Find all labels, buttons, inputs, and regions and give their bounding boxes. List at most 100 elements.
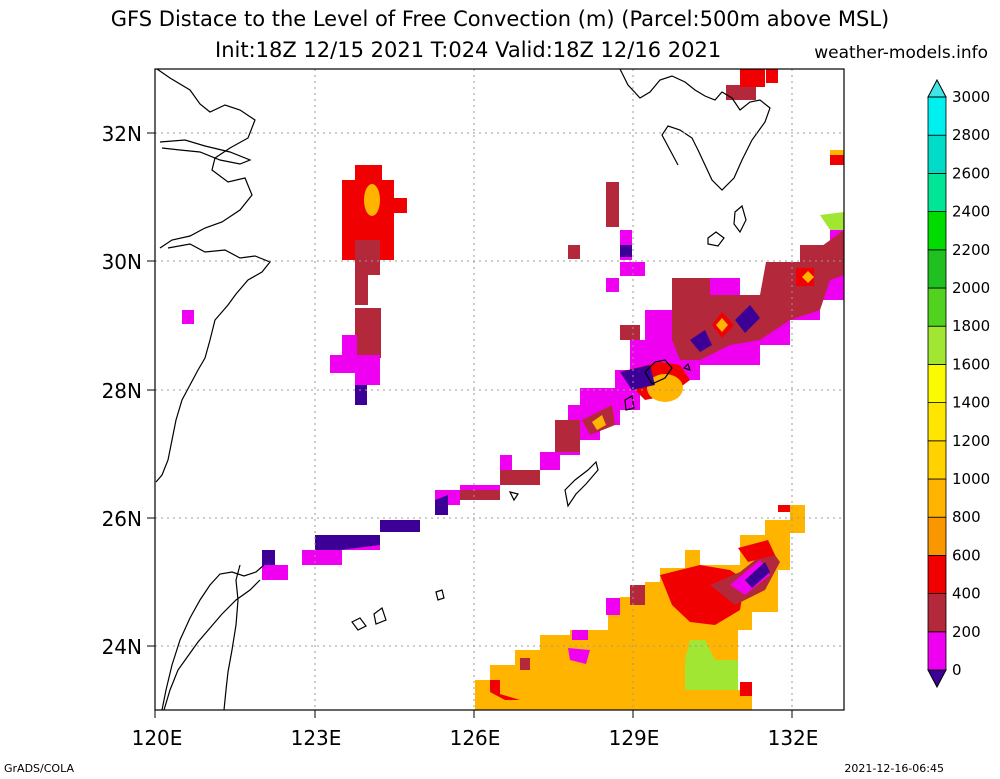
field-patch xyxy=(182,310,194,324)
field-patch xyxy=(740,69,765,87)
coast-kyushu xyxy=(619,69,771,191)
grid xyxy=(155,69,844,710)
field-patch xyxy=(606,598,620,615)
colorbar-segment xyxy=(927,593,947,633)
colorbar-segment xyxy=(927,555,947,595)
colorbar-segment xyxy=(927,211,947,251)
field-patch xyxy=(630,585,645,605)
coast-island xyxy=(733,204,747,234)
field-patch xyxy=(355,373,380,385)
colorbar-segment xyxy=(927,402,947,442)
colorbar-label: 1200 xyxy=(952,432,990,450)
field-patch xyxy=(500,470,540,485)
coast-island xyxy=(508,491,519,502)
field-patch xyxy=(380,520,420,532)
coast-island xyxy=(373,607,387,625)
y-tick-32n: 32N xyxy=(102,122,142,146)
coast-taiwan-east xyxy=(223,564,241,710)
footer-timestamp: 2021-12-16-06:45 xyxy=(844,762,944,775)
field-patch xyxy=(490,680,520,700)
colorbar-segment xyxy=(927,96,947,136)
colorbar-segment xyxy=(927,631,947,671)
colorbar-segment xyxy=(927,516,947,556)
axis-ticks xyxy=(147,132,793,718)
field-patch xyxy=(342,335,357,360)
field-patch xyxy=(315,535,380,550)
coast-china-north xyxy=(156,69,256,249)
field-patch xyxy=(745,562,770,588)
field-patch xyxy=(820,212,844,230)
field-patch xyxy=(592,415,606,430)
field-patch xyxy=(685,640,738,690)
field-patch xyxy=(802,271,814,283)
field-patch xyxy=(460,490,500,500)
colorbar-segment xyxy=(927,363,947,403)
chart-title: GFS Distace to the Level of Free Convect… xyxy=(110,7,890,31)
colorbar-label: 800 xyxy=(952,508,981,526)
field-patch xyxy=(716,318,728,332)
field-patch xyxy=(355,385,367,405)
field-patch xyxy=(740,682,752,696)
colorbar-segment xyxy=(927,172,947,212)
chart-subtitle: Init:18Z 12/15 2021 T:024 Valid:18Z 12/1… xyxy=(215,38,722,62)
coast-taiwan-west xyxy=(161,564,265,710)
field-patch xyxy=(500,455,512,470)
field-patch xyxy=(475,505,805,710)
field-patch xyxy=(572,630,588,640)
x-tick-126e: 126E xyxy=(450,726,501,750)
x-tick-120e: 120E xyxy=(132,726,183,750)
field-patch xyxy=(435,495,448,515)
colorbar-label: 2800 xyxy=(952,126,990,144)
x-tick-129e: 129E xyxy=(609,726,660,750)
field-patch xyxy=(520,658,530,670)
field-patch xyxy=(606,278,619,292)
coastlines xyxy=(155,69,771,710)
field-patch xyxy=(568,245,580,259)
colorbar-segment xyxy=(927,134,947,174)
field-patch xyxy=(606,182,619,227)
colorbar-min-arrow xyxy=(927,669,947,689)
field-patch xyxy=(364,184,380,216)
x-tick-123e: 123E xyxy=(291,726,342,750)
colorbar-label: 0 xyxy=(952,661,962,679)
field-patch xyxy=(262,550,275,565)
field-patch xyxy=(830,150,844,155)
field-patch xyxy=(726,85,756,100)
field-patch xyxy=(394,198,407,213)
colorbar-segment xyxy=(927,249,947,289)
coast-island xyxy=(351,617,367,631)
colorbar-label: 1600 xyxy=(952,355,990,373)
field-patch xyxy=(355,240,380,275)
colorbar-label: 3000 xyxy=(952,88,990,106)
field-patch xyxy=(620,325,640,340)
colorbar-label: 2400 xyxy=(952,203,990,221)
field-patch xyxy=(766,69,778,83)
coast-fujian-south xyxy=(163,579,261,710)
field-patch xyxy=(555,420,580,452)
colorbar-label: 2200 xyxy=(952,241,990,259)
field-patch xyxy=(735,305,760,333)
field-patch xyxy=(568,648,590,664)
coast-okinawa xyxy=(564,460,599,508)
colorbar: 0 200 400 600 800 1000 1200 1400 1600 1800 2000 220… xyxy=(927,78,990,689)
colorbar-label: 400 xyxy=(952,585,981,603)
colorbar-label: 600 xyxy=(952,546,981,564)
colorbar-label: 1400 xyxy=(952,394,990,412)
y-tick-30n: 30N xyxy=(102,250,142,274)
x-tick-132e: 132E xyxy=(768,726,819,750)
colorbar-label: 200 xyxy=(952,623,981,641)
lfc-shading xyxy=(182,69,844,710)
coast-island xyxy=(707,231,725,247)
field-patch xyxy=(355,275,368,305)
coast-amami xyxy=(644,359,673,385)
y-tick-26n: 26N xyxy=(102,507,142,531)
colorbar-segment xyxy=(927,478,947,518)
field-patch xyxy=(647,374,683,402)
field-patch xyxy=(355,308,381,358)
colorbar-segment xyxy=(927,325,947,365)
coast-island xyxy=(435,589,445,601)
colorbar-label: 2600 xyxy=(952,164,990,182)
y-tick-24n: 24N xyxy=(102,635,142,659)
coast-island xyxy=(624,395,635,411)
